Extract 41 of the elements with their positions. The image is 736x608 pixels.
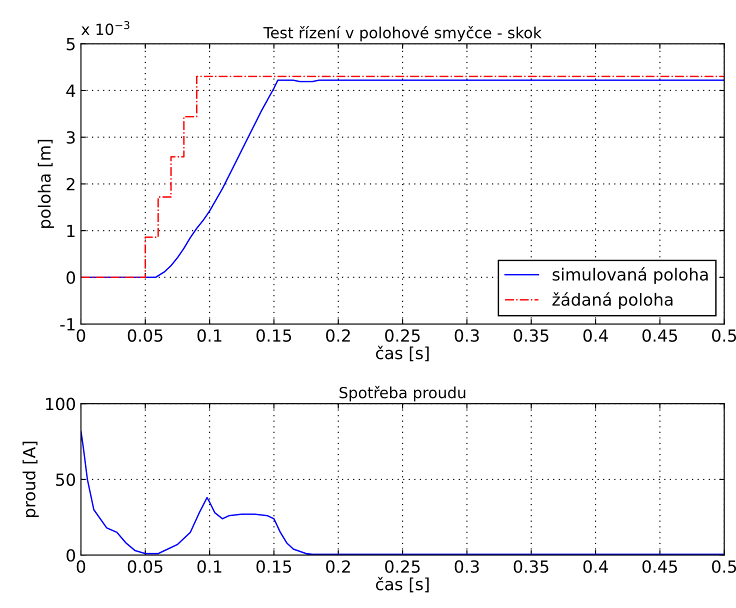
x-axis-title: čas [s] [376, 576, 429, 592]
legend-label: simulovaná poloha [552, 267, 708, 284]
y-axis-title: poloha [m] [38, 140, 54, 228]
y-tick-label: 1 [67, 224, 75, 237]
y-tick-label: 5 [66, 38, 75, 50]
x-axis-title: čas [s] [376, 346, 429, 362]
x-tick-label: 0.4 [583, 329, 608, 342]
y-tick-label: 3 [66, 131, 75, 144]
x-tick-label: 0.5 [712, 329, 736, 342]
x-tick-label: 0.1 [197, 560, 222, 573]
x-tick-label: 0.15 [256, 560, 292, 573]
x-tick-label: 0.35 [514, 560, 548, 573]
x-tick-label: 0.05 [128, 560, 162, 573]
y-tick-label: 4 [66, 84, 76, 97]
y-tick-label: 2 [66, 178, 74, 190]
x-tick-label: 0.45 [642, 329, 677, 342]
y-tick-label: 0 [66, 549, 75, 562]
x-tick-label: 0.5 [712, 560, 736, 573]
x-tick-label: 0.2 [326, 560, 350, 573]
chart-title: Test řízení v polohové smyčce - skok [263, 26, 542, 42]
x-tick-label: 0 [76, 560, 86, 573]
x-tick-label: 0.3 [454, 329, 479, 342]
y-tick-label: 0 [66, 271, 75, 284]
x-tick-label: 0.1 [197, 329, 222, 342]
x-tick-label: 0.05 [128, 329, 162, 342]
y-tick-label: -1 [60, 318, 75, 330]
y-tick-label: 100 [46, 398, 75, 410]
text: x 10$^{−3}$ [81, 21, 130, 36]
x-tick-label: 0.15 [256, 329, 292, 342]
x-tick-label: 0.3 [454, 560, 479, 573]
x-tick-label: 0.35 [514, 329, 548, 342]
x-tick-label: 0.4 [583, 560, 608, 573]
chart-title: Spotřeba proudu [340, 386, 466, 402]
legend-label: žádaná poloha [552, 292, 672, 310]
y-axis-title: proud [A] [22, 442, 39, 517]
x-tick-label: 0.2 [326, 329, 350, 342]
y-tick-label: 50 [56, 473, 75, 486]
x-tick-label: 0.25 [385, 329, 420, 342]
x-tick-label: 0.25 [385, 560, 420, 573]
x-tick-label: 0 [76, 329, 86, 342]
x-tick-label: 0.45 [642, 560, 677, 573]
